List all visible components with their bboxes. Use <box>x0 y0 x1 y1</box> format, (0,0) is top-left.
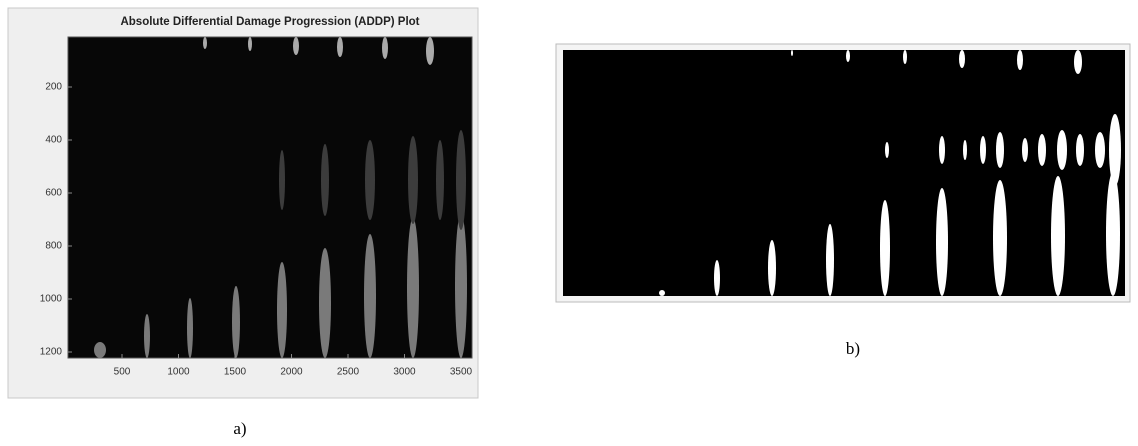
streak <box>1106 172 1120 296</box>
streak <box>293 37 299 55</box>
streak <box>1051 176 1065 296</box>
streak <box>364 234 376 358</box>
streak <box>1038 134 1046 166</box>
streak <box>1109 114 1121 186</box>
streak <box>248 37 252 51</box>
streak <box>455 214 467 358</box>
y-tick-label: 200 <box>45 82 62 93</box>
streak <box>1017 50 1023 70</box>
streak <box>279 150 285 210</box>
streak <box>408 136 418 224</box>
streak <box>959 50 965 68</box>
panel-b-image <box>563 50 1125 296</box>
x-tick-label: 500 <box>114 367 131 378</box>
streak <box>407 218 419 358</box>
panel-b-caption: b) <box>846 339 860 358</box>
x-tick-label: 3500 <box>450 367 473 378</box>
streak <box>319 248 331 358</box>
x-tick-label: 1500 <box>224 367 247 378</box>
streak <box>365 140 375 220</box>
streak <box>903 50 907 64</box>
streak <box>187 298 193 358</box>
panel-b-streaks <box>659 50 1121 296</box>
streak <box>1057 130 1067 170</box>
panel-a-streaks <box>94 37 467 358</box>
streak <box>203 37 207 49</box>
streak <box>885 142 889 158</box>
streak <box>382 37 388 59</box>
streak <box>963 140 967 160</box>
streak <box>337 37 343 57</box>
streak <box>768 240 776 296</box>
y-tick-label: 1200 <box>40 347 63 358</box>
panel-a-image <box>67 36 473 359</box>
y-tick-label: 600 <box>45 188 62 199</box>
x-tick-label: 3000 <box>393 367 416 378</box>
streak <box>936 188 948 296</box>
streak <box>714 260 720 296</box>
y-tick-label: 800 <box>45 241 62 252</box>
streak <box>277 262 287 358</box>
x-tick-label: 1000 <box>167 367 190 378</box>
streak <box>1076 134 1084 166</box>
streak <box>426 37 434 65</box>
y-tick-label: 1000 <box>40 294 63 305</box>
streak <box>1095 132 1105 168</box>
panel-a-title: Absolute Differential Damage Progression… <box>120 16 419 28</box>
streak <box>144 314 150 358</box>
streak <box>1022 138 1028 162</box>
streak <box>232 286 240 358</box>
x-tick-label: 2000 <box>280 367 303 378</box>
streak <box>993 180 1007 296</box>
streak <box>659 290 665 296</box>
streak <box>880 200 890 296</box>
streak <box>456 130 466 230</box>
streak <box>321 144 329 216</box>
x-tick-label: 2500 <box>337 367 360 378</box>
streak <box>846 50 850 62</box>
streak <box>826 224 834 296</box>
panel-a-caption: a) <box>233 419 246 438</box>
streak <box>996 132 1004 168</box>
streak <box>1074 50 1082 74</box>
streak <box>980 136 986 164</box>
panel-a-ticks: 500 1000 1500 2000 2500 3000 3500 200 400 600 800 1… <box>40 82 473 378</box>
streak <box>436 140 444 220</box>
streak <box>939 136 945 164</box>
streak <box>791 50 793 56</box>
y-tick-label: 400 <box>45 135 62 146</box>
streak <box>94 342 106 358</box>
